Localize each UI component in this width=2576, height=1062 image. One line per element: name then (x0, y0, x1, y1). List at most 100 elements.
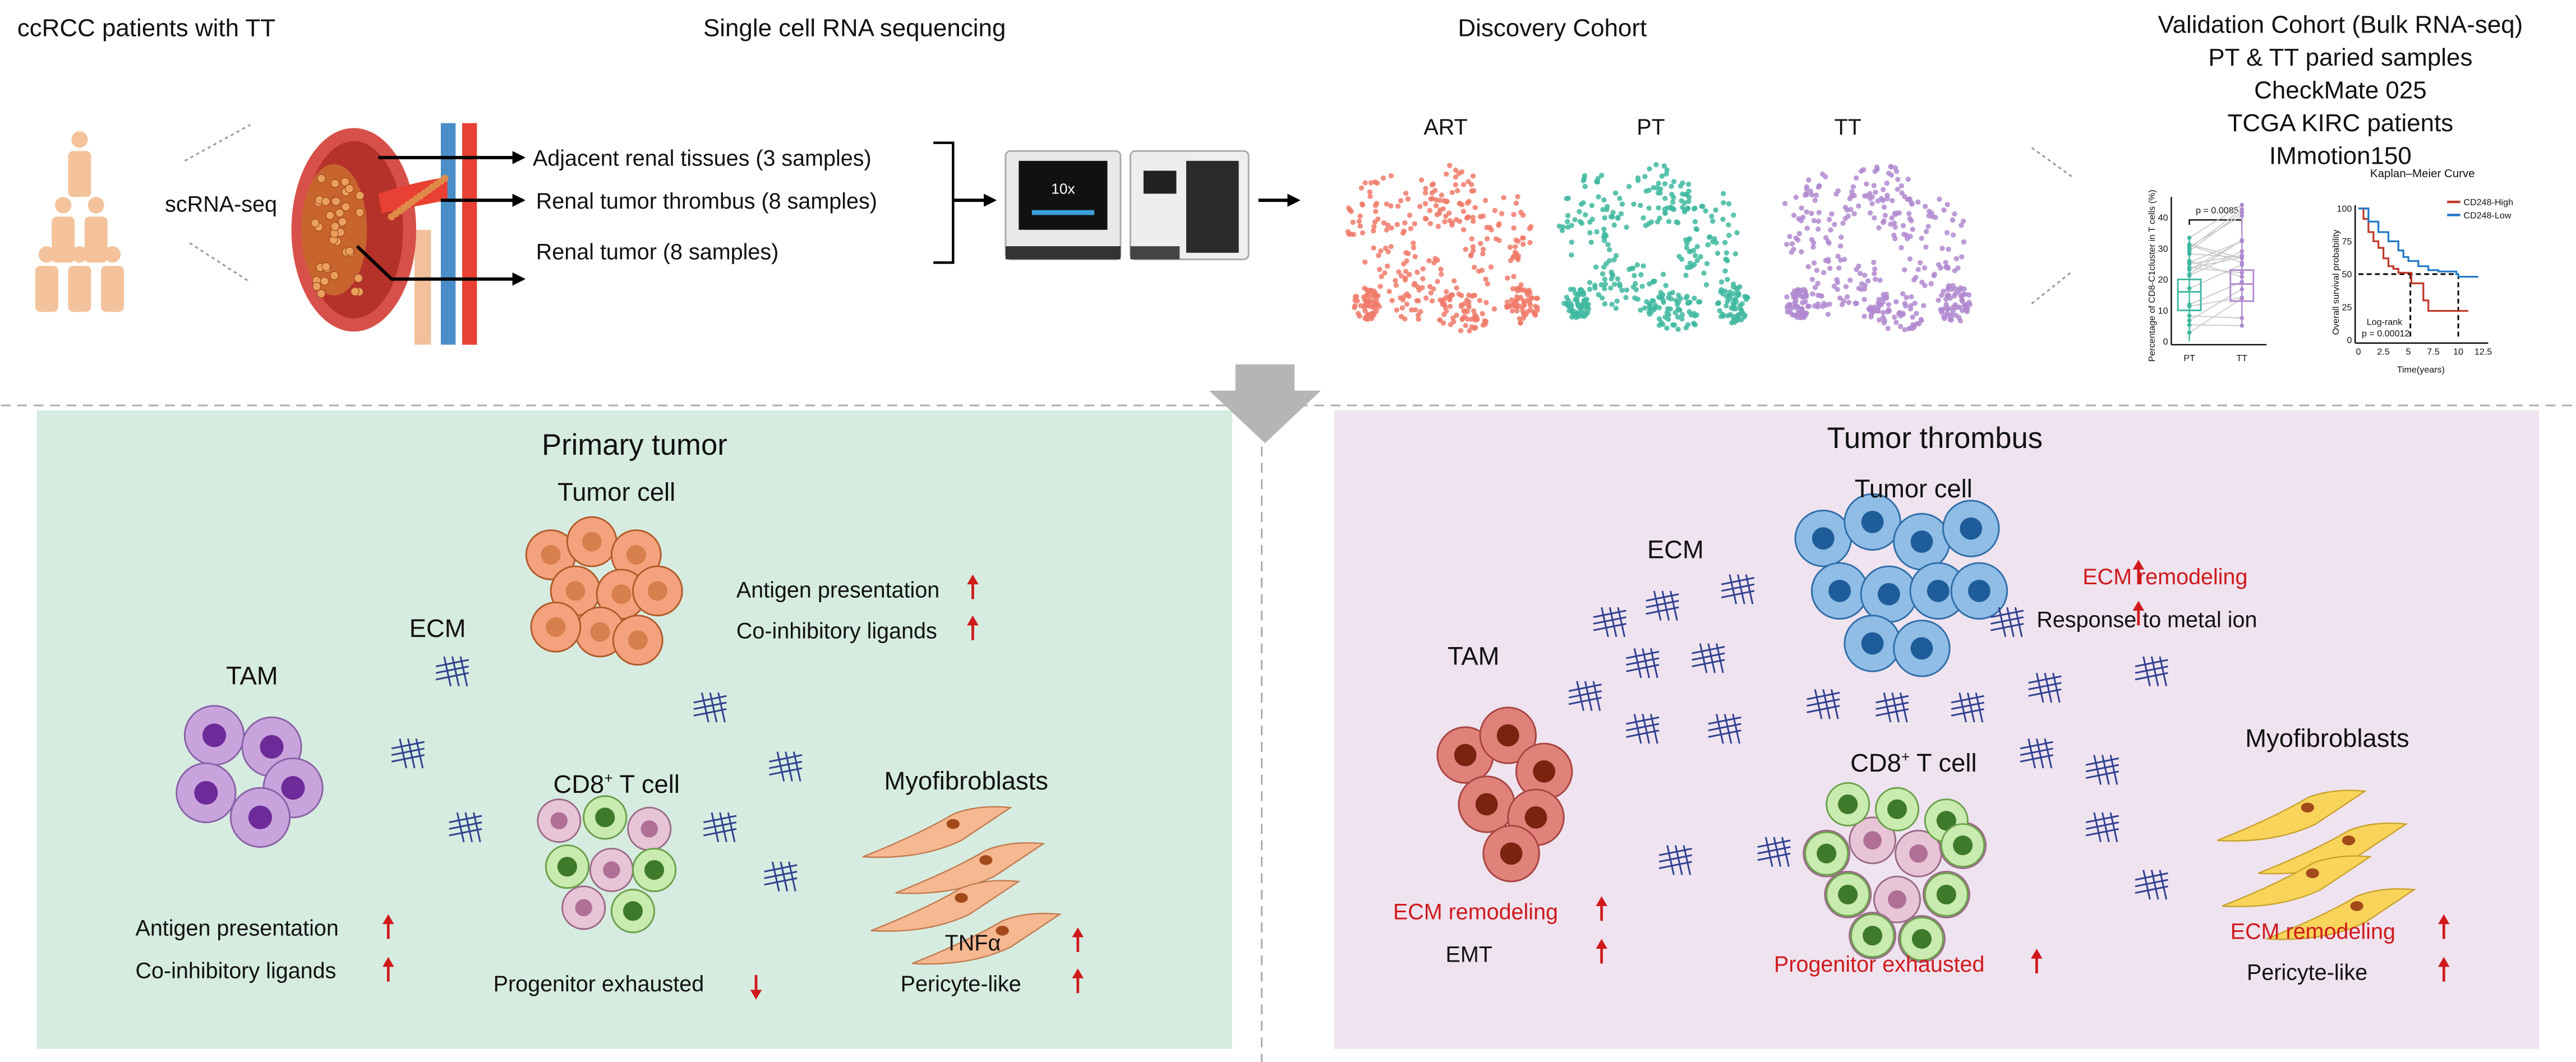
umap-point (1640, 215, 1646, 221)
umap-point (1950, 232, 1956, 238)
umap-point (1800, 294, 1805, 300)
umap-point (1632, 273, 1637, 279)
tumor-nodule (330, 271, 339, 280)
umap-point (1923, 244, 1929, 250)
umap-point (1902, 301, 1908, 306)
cd8-progenitor-nucleus (595, 807, 615, 828)
umap-point (1496, 221, 1502, 227)
umap-point (1892, 314, 1897, 320)
umap-point (1717, 308, 1722, 313)
umap-point (1899, 190, 1905, 196)
umap-point (1658, 186, 1663, 192)
umap-point (1527, 302, 1533, 308)
cd8-cell (1849, 816, 1897, 865)
umap-point (1921, 303, 1927, 308)
umap-point (1635, 178, 1641, 183)
ecm-fiber (727, 812, 736, 843)
umap-point (1915, 199, 1921, 205)
umap-point (1715, 251, 1721, 256)
tumor-cell (530, 601, 582, 653)
umap-point (1813, 192, 1819, 198)
tumor-nodule (355, 191, 365, 200)
umap-point (1619, 201, 1625, 207)
umap-point (1423, 295, 1429, 301)
umap-point (1647, 281, 1652, 287)
umap-point (1513, 200, 1519, 206)
umap-point (1626, 184, 1632, 190)
cd8-cell-nucleus (1909, 844, 1928, 863)
umap-point (1447, 218, 1453, 224)
umap-point (1471, 219, 1476, 224)
umap-point (1598, 282, 1604, 288)
ecm-mesh-icon (2085, 812, 2119, 843)
umap-point (1692, 219, 1698, 225)
ecm-fiber (719, 812, 727, 843)
ecm-fiber (1721, 590, 1755, 598)
umap-point (1477, 214, 1483, 220)
umap-point (1578, 306, 1583, 311)
umap-point (1422, 190, 1428, 196)
umap-point (1789, 250, 1794, 255)
km-ytick: 100 (2337, 204, 2352, 214)
umap-point (1919, 279, 1925, 285)
umap-point (1687, 299, 1693, 305)
umap-point (1433, 203, 1439, 209)
umap-point (1366, 303, 1372, 309)
tam-cell (1479, 707, 1537, 764)
umap-point (1932, 271, 1937, 277)
ecm-fiber (2109, 812, 2118, 843)
umap-point (1905, 176, 1911, 182)
umap-point (1946, 246, 1951, 252)
umap-point (1898, 244, 1904, 251)
ecm-fiber (2085, 815, 2119, 824)
umap-point (1580, 178, 1586, 183)
umap-point (1873, 276, 1878, 282)
umap-point (1435, 257, 1440, 263)
arrow-head (383, 914, 394, 925)
umap-point (1484, 225, 1490, 230)
umap-point (1914, 311, 1919, 316)
umap-point (1356, 218, 1362, 224)
sample-label-tumor: Renal tumor (8 samples) (536, 240, 778, 265)
umap-point (1810, 244, 1816, 250)
umap-point (1804, 225, 1810, 231)
ecm-fiber (1670, 590, 1678, 621)
ecm-fiber (1592, 681, 1601, 711)
umap-point (1515, 253, 1522, 259)
km-xtick: 7.5 (2427, 347, 2439, 357)
umap-point (1900, 311, 1906, 317)
umap-point (1665, 316, 1671, 322)
umap-point (1577, 209, 1582, 215)
umap-point (1694, 244, 1700, 250)
myofibroblast-cell (2216, 789, 2367, 842)
umap-point (1888, 164, 1894, 169)
umap-point (1574, 295, 1580, 301)
umap-point (1491, 306, 1497, 312)
umap-point (1370, 311, 1375, 317)
ecm-fiber (2028, 689, 2062, 697)
umap-point (1835, 253, 1841, 259)
tumor-cell (1942, 500, 2000, 557)
umap-point (1784, 242, 1790, 247)
umap-point (1483, 276, 1489, 282)
ecm-fiber (2052, 672, 2061, 703)
umap-point (1389, 225, 1394, 231)
umap-point (1368, 180, 1374, 186)
umap-point (1377, 284, 1383, 289)
umap-point (1811, 260, 1817, 266)
umap-point (1819, 171, 1826, 177)
umap-point (1467, 328, 1472, 334)
umap-point (1896, 210, 1902, 216)
arrow-head (1596, 939, 1607, 949)
umap-point (1819, 293, 1824, 299)
umap-point (1507, 244, 1513, 250)
umap-point (1371, 228, 1376, 234)
umap-point (1457, 219, 1463, 224)
umap-point (1619, 287, 1625, 293)
umap-point (1672, 310, 1678, 316)
umap-point (1666, 219, 1672, 224)
umap-point (1513, 244, 1518, 250)
umap-point (1653, 302, 1658, 308)
umap-point (1613, 253, 1619, 258)
ecm-fiber (2150, 870, 2159, 900)
